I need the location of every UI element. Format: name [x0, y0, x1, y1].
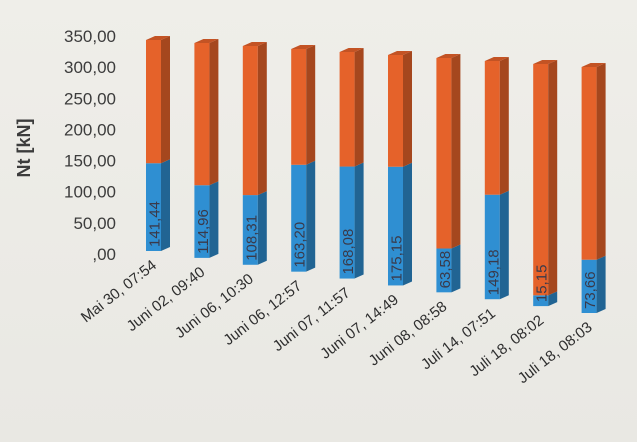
bar-segment-lower	[484, 194, 500, 300]
bar-segment-upper	[291, 49, 307, 165]
bar-segment-upper-side	[499, 57, 509, 195]
data-label: 73,66	[582, 271, 599, 309]
bar-top-cap	[533, 60, 558, 64]
bar-segment-upper	[436, 58, 452, 249]
bar-top-cap	[242, 42, 267, 46]
y-axis: ,00 50,00 100,00 150,00 200,00 250,00 300,00 35…	[64, 27, 116, 264]
y-tick-label: 50,00	[73, 214, 116, 233]
bar-segment-upper	[581, 67, 597, 260]
bar-segment-lower-side	[354, 162, 364, 279]
y-tick-label: 200,00	[64, 120, 116, 139]
data-label: 108,31	[243, 215, 260, 261]
bar-segment-lower	[581, 259, 597, 313]
bar-segment-upper	[242, 46, 258, 196]
data-label: 63,58	[437, 251, 454, 289]
bar-series-group	[146, 36, 606, 313]
data-label: 175,15	[389, 236, 406, 282]
bar-segment-lower-side	[403, 162, 412, 286]
data-label: 168,08	[340, 229, 357, 275]
bar-segment-upper-side	[161, 36, 170, 164]
bar-top-cap	[388, 51, 412, 55]
data-label: 141,44	[147, 201, 164, 247]
bar-segment-upper-side	[451, 54, 461, 249]
bar-segment-upper-side	[548, 60, 558, 296]
bar-segment-upper-side	[306, 45, 316, 165]
y-tick-label: 350,00	[64, 27, 116, 46]
bar-top-cap	[484, 57, 509, 61]
bar-top-cap	[436, 54, 461, 58]
y-tick-label: 250,00	[64, 89, 116, 108]
bar-top-cap	[581, 63, 606, 67]
bar-segment-lower-side	[596, 255, 606, 313]
bar-segment-lower	[339, 166, 355, 279]
bar-segment-lower	[291, 164, 307, 272]
bar-segment-lower-side	[451, 244, 461, 293]
data-label: 15,15	[534, 265, 551, 303]
bar-segment-upper-side	[257, 42, 267, 196]
bar-segment-lower-side	[257, 191, 267, 265]
bar-segment-lower	[146, 163, 161, 251]
data-label: 114,96	[195, 209, 212, 254]
bar-segment-lower-side	[306, 160, 316, 272]
bar-top-cap	[291, 45, 316, 49]
y-tick-label: 150,00	[64, 152, 116, 171]
bar-segment-lower	[388, 166, 403, 286]
bar-segment-lower	[436, 248, 452, 293]
bar-top-cap	[339, 48, 364, 52]
bar-segment-lower-side	[499, 190, 509, 300]
bar-segment-upper	[388, 55, 403, 167]
bar-segment-upper-side	[209, 39, 219, 186]
y-axis-title: Nt [kN]	[14, 119, 34, 178]
data-label: 149,18	[485, 249, 502, 295]
bar-segment-upper-side	[403, 51, 412, 167]
data-label: 163,20	[292, 222, 309, 268]
bar-segment-upper	[146, 40, 161, 164]
y-tick-label: 100,00	[64, 183, 116, 202]
y-tick-label: 300,00	[64, 58, 116, 77]
bar-segment-lower	[242, 195, 258, 265]
bar-segment-upper	[484, 61, 500, 195]
bar-segment-upper	[194, 43, 210, 186]
bar-segment-lower-side	[548, 291, 558, 307]
bar-segment-upper	[533, 64, 549, 296]
bar-top-cap	[194, 39, 219, 43]
bar-segment-lower	[533, 295, 549, 307]
bar-segment-lower-side	[161, 159, 170, 251]
bar-segment-upper-side	[596, 63, 606, 260]
bar-top-cap	[146, 36, 170, 40]
bar-segment-lower-side	[209, 181, 219, 258]
y-tick-label: ,00	[92, 245, 116, 264]
bar-segment-upper	[339, 52, 355, 167]
bar-segment-lower	[194, 185, 210, 258]
data-label-group: 141,44 114,96 108,31 163,20 168,08 175,15 63,5…	[147, 201, 600, 309]
bar-segment-upper-side	[354, 48, 364, 167]
